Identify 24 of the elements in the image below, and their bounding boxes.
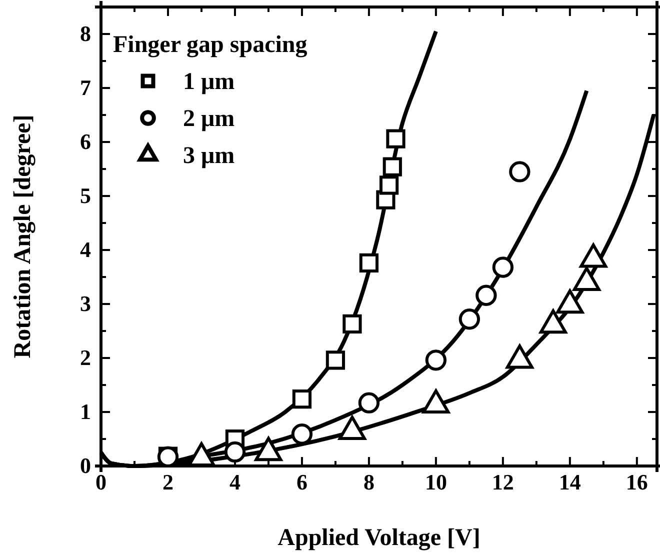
x-tick-label: 2	[162, 470, 174, 495]
x-tick-label: 4	[229, 470, 240, 495]
y-tick-label: 6	[80, 129, 91, 154]
y-tick-label: 7	[80, 75, 91, 100]
y-tick-label: 1	[80, 399, 91, 424]
y-tick-label: 2	[80, 345, 91, 370]
x-tick-label: 12	[492, 470, 514, 495]
legend-title: Finger gap spacing	[113, 32, 308, 58]
legend-label: 1 μm	[183, 69, 235, 95]
x-tick-label: 6	[296, 470, 308, 495]
y-tick-label: 3	[80, 291, 91, 316]
legend-label: 2 μm	[183, 106, 235, 132]
x-tick-label: 8	[363, 470, 374, 495]
x-axis-title: Applied Voltage [V]	[278, 525, 480, 551]
x-tick-label: 16	[626, 470, 648, 495]
x-tick-label: 10	[424, 470, 447, 495]
y-tick-label: 0	[80, 453, 91, 478]
x-tick-label: 14	[558, 470, 581, 495]
y-tick-label: 4	[80, 237, 91, 262]
y-tick-label: 5	[80, 183, 91, 208]
y-tick-label: 8	[80, 21, 91, 46]
legend-label: 3 μm	[183, 143, 235, 169]
x-tick-label: 0	[96, 470, 106, 495]
y-axis-title: Rotation Angle [degree]	[10, 114, 36, 358]
